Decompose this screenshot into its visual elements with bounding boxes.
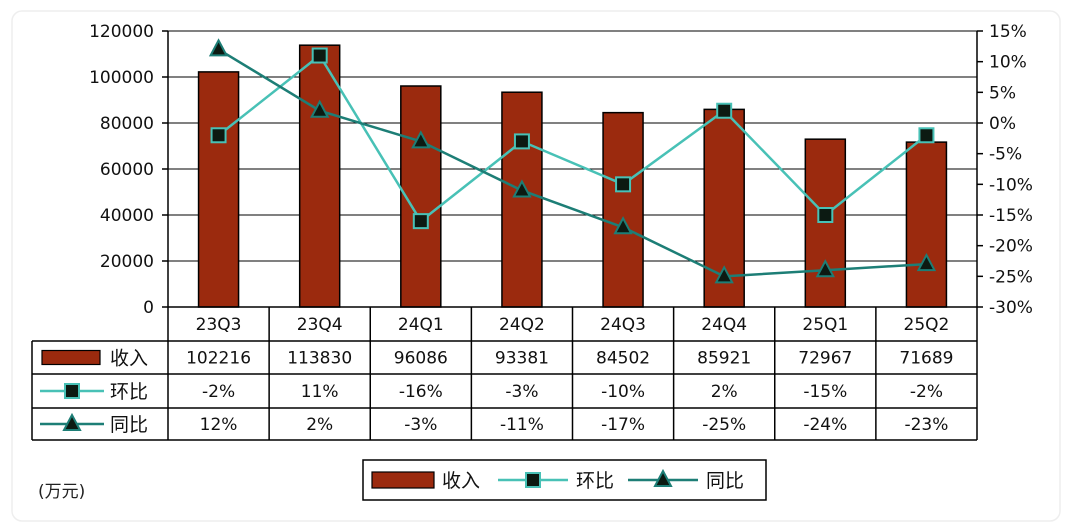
yoy-point [714,265,734,284]
category-label: 24Q1 [398,315,444,335]
line-qoq [217,53,928,223]
category-label: 25Q2 [904,315,950,335]
qoq-point [311,47,328,64]
left-tick-label: 40000 [100,206,154,226]
bar-23Q3 [197,71,240,308]
legend-label: 环比 [576,470,614,492]
right-tick-label: 10% [989,53,1027,73]
right-tick-label: 5% [989,83,1016,103]
table-value: -2% [202,382,235,402]
left-tick-label: 120000 [89,22,154,42]
yoy-point [613,216,633,235]
table-value: 96086 [394,349,448,369]
category-label: 24Q3 [600,315,646,335]
table-value: -17% [601,415,645,435]
table-key-revenue [41,349,101,366]
bar-24Q3 [602,111,644,308]
right-tick-label: 0% [989,114,1016,134]
table-value: -15% [803,382,847,402]
legend-marker [525,472,541,488]
table-value: 2% [711,382,738,402]
yoy-point [916,252,937,272]
table-value: -16% [399,382,443,402]
qoq-point [716,102,733,119]
bar-25Q2 [905,141,948,308]
bar-24Q2 [501,91,543,308]
table-value: -3% [505,382,538,402]
bar-23Q4 [298,44,341,308]
table-series-name: 环比 [110,381,148,403]
table-value: -10% [601,382,645,402]
data-table: 23Q3 23Q4 24Q1 24Q2 24Q3 24Q4 25Q1 25Q2 收入 102216… [31,306,978,441]
table-value: 113830 [287,349,352,369]
table-value: 11% [301,382,339,402]
qoq-point [817,207,834,223]
table-value: 72967 [798,349,852,369]
table-key-marker [64,383,80,399]
right-tick-label: -15% [989,206,1033,226]
qoq-point [918,127,935,144]
yoy-point [208,38,229,57]
category-label: 24Q4 [701,315,747,335]
left-tick-label: 60000 [100,160,154,180]
right-tick-label: -30% [989,298,1033,318]
right-tick-label: -25% [989,267,1033,287]
table-value: 102216 [186,349,251,369]
yoy-point [411,130,431,149]
left-tick-label: 80000 [100,114,154,134]
table-value: -2% [910,382,943,402]
qoq-point [513,133,530,150]
table-value: 2% [306,415,333,435]
table-value: 84502 [596,349,650,369]
legend: 收入 环比 同比 [362,459,767,501]
table-key-marker [62,412,82,431]
right-tick-label: 15% [989,22,1027,42]
bar-25Q1 [804,138,847,308]
table-value: 85921 [697,349,751,369]
yoy-point [512,179,532,198]
table-value: -3% [404,415,437,435]
table-value: -11% [500,415,544,435]
table-value: -24% [803,415,847,435]
category-label: 23Q4 [297,315,343,335]
table-value: 93381 [495,349,549,369]
unit-label: (万元) [38,482,85,502]
table-value: 12% [200,415,238,435]
legend-marker [653,468,673,487]
table-value: -23% [904,415,948,435]
qoq-point [210,127,227,144]
line-series [208,38,937,284]
legend-label: 同比 [706,470,744,492]
yoy-point [310,99,330,118]
axes: 0 20000 40000 60000 80000 100000 120000 -30% -25… [89,22,1033,318]
table-series-name: 收入 [110,348,148,370]
legend-swatch-revenue [371,471,435,489]
right-tick-label: -20% [989,237,1033,257]
left-tick-label: 20000 [100,252,154,272]
qoq-point [615,176,632,193]
right-tick-label: -10% [989,175,1033,195]
left-tick-label: 0 [143,298,154,318]
table-value: -25% [702,415,746,435]
category-label: 25Q1 [802,315,848,335]
category-label: 24Q2 [499,315,545,335]
table-value: 71689 [899,349,953,369]
yoy-point [815,259,835,278]
left-tick-label: 100000 [89,68,154,88]
right-tick-label: -5% [989,145,1022,165]
category-label: 23Q3 [196,315,242,335]
qoq-point [412,213,429,230]
legend-label: 收入 [442,470,480,492]
line-yoy [217,48,927,278]
table-series-name: 同比 [110,414,148,436]
